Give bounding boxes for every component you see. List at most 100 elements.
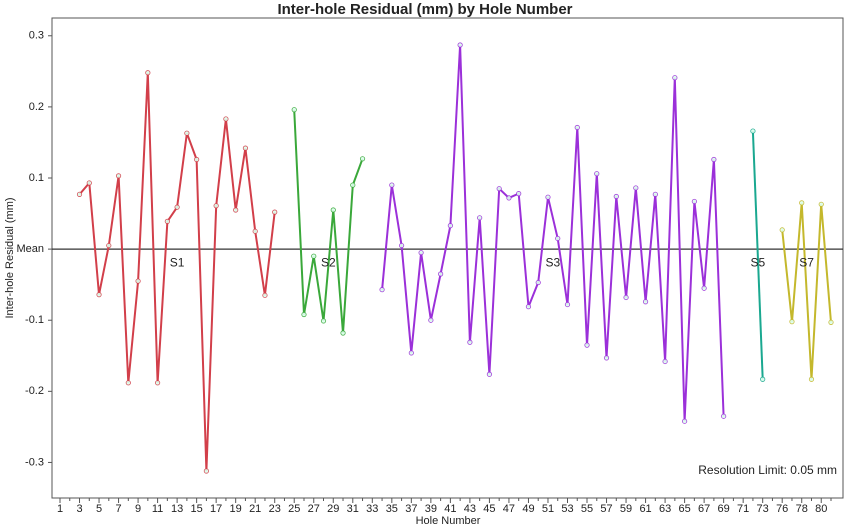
point	[115, 173, 122, 179]
point	[789, 319, 795, 325]
x-tick-label: 71	[737, 503, 749, 515]
x-tick-label: 1	[57, 503, 63, 515]
series-label: S2	[321, 255, 336, 269]
point	[828, 319, 834, 325]
x-tick-label: 63	[659, 503, 671, 515]
x-tick-label: 45	[483, 503, 495, 515]
point	[555, 235, 561, 242]
point	[564, 301, 571, 308]
plot-frame	[51, 17, 844, 499]
x-tick-label: 27	[308, 503, 320, 515]
point	[154, 380, 161, 386]
x-tick-label: 19	[230, 503, 242, 515]
y-tick-label: -0.2	[25, 385, 44, 397]
x-tick-label: 11	[152, 503, 163, 515]
point	[808, 376, 815, 382]
point	[418, 250, 424, 256]
x-tick-label: 37	[405, 503, 417, 515]
point	[652, 191, 658, 197]
x-tick-label: 59	[620, 503, 632, 515]
point	[135, 278, 141, 284]
x-tick-label: 43	[464, 503, 476, 515]
x-tick-label: 49	[522, 503, 534, 515]
point	[438, 271, 444, 277]
point	[203, 468, 209, 474]
point	[330, 207, 336, 213]
point	[633, 185, 639, 191]
series-label: S3	[546, 255, 561, 269]
x-tick-label: 57	[600, 503, 612, 515]
x-tick-label: 13	[171, 503, 183, 515]
series-label: S7	[799, 255, 814, 269]
point	[311, 253, 317, 259]
point	[164, 218, 170, 224]
x-tick-label: 39	[425, 503, 437, 515]
point	[320, 318, 327, 324]
point	[574, 124, 580, 131]
point	[242, 145, 249, 151]
chart-title: Inter-hole Residual (mm) by Hole Number	[277, 1, 572, 18]
x-tick-label: 67	[698, 503, 710, 515]
x-tick-label: 21	[249, 503, 261, 515]
point	[721, 413, 727, 419]
y-tick-label: -0.3	[25, 456, 44, 468]
x-tick-label: 17	[210, 503, 222, 515]
series-line	[781, 202, 832, 380]
point	[106, 242, 112, 249]
point	[86, 180, 92, 186]
point	[350, 182, 356, 188]
point	[799, 200, 805, 206]
series-line	[381, 44, 725, 422]
x-tick-label: 25	[288, 503, 300, 515]
point	[408, 350, 414, 356]
point	[194, 156, 200, 163]
point	[76, 191, 83, 197]
annotation: Resolution Limit: 0.05 mm	[698, 463, 837, 477]
point	[389, 182, 395, 188]
x-tick-label: 7	[115, 503, 121, 515]
point	[125, 380, 131, 386]
x-tick-label: 73	[757, 503, 769, 515]
point	[779, 227, 785, 233]
x-tick-label: 15	[191, 503, 203, 515]
point	[584, 342, 590, 348]
point	[701, 285, 707, 291]
x-tick-label: 47	[503, 503, 515, 515]
point	[174, 204, 180, 210]
point	[545, 194, 551, 200]
x-tick-label: 3	[76, 503, 82, 515]
point	[398, 242, 405, 249]
point	[213, 203, 219, 209]
series-line	[293, 109, 364, 334]
point	[496, 186, 502, 192]
series-line	[751, 131, 764, 380]
y-tick-label: 0.1	[29, 172, 44, 184]
x-tick-label: 65	[678, 503, 690, 515]
point	[486, 371, 493, 377]
point	[672, 75, 678, 81]
x-tick-label: 78	[796, 503, 808, 515]
point	[623, 294, 629, 301]
point	[262, 292, 268, 298]
series-label: S1	[170, 255, 185, 269]
point	[477, 215, 483, 221]
point	[301, 311, 307, 318]
x-tick-label: 61	[639, 503, 651, 515]
point	[691, 198, 697, 205]
point	[359, 156, 366, 162]
point	[603, 355, 610, 361]
y-tick-label: Mean	[16, 243, 44, 255]
point	[613, 193, 619, 200]
series-label: S5	[750, 255, 765, 269]
x-tick-label: 29	[327, 503, 339, 515]
point	[506, 195, 512, 201]
point	[184, 130, 190, 136]
point	[272, 209, 278, 215]
point	[252, 228, 258, 234]
x-tick-label: 33	[366, 503, 378, 515]
x-tick-label: 35	[386, 503, 398, 515]
point	[682, 418, 688, 424]
x-tick-label: 53	[561, 503, 573, 515]
point	[291, 107, 297, 113]
